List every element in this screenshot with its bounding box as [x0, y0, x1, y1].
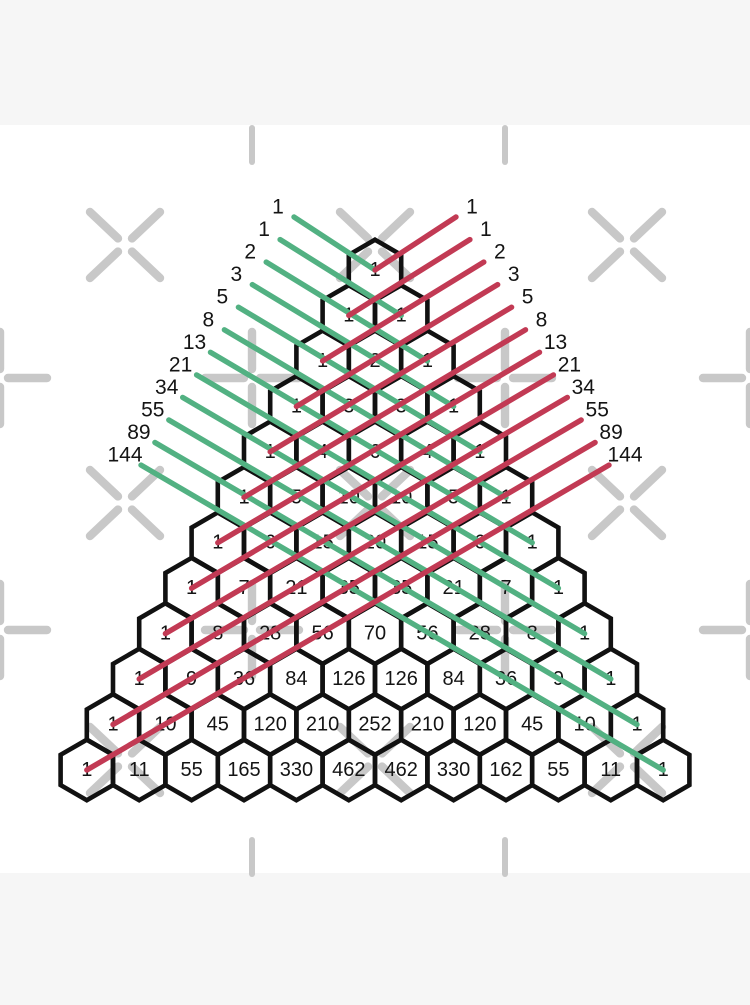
red-diagonal-line	[319, 259, 487, 364]
watermark-x-icon	[335, 762, 373, 798]
fibonacci-label-right: 55	[586, 399, 609, 422]
fibonacci-label-right: 13	[544, 331, 567, 354]
watermark-x-icon	[629, 505, 667, 541]
watermark-x-icon	[377, 762, 415, 798]
cell-value: 462	[332, 759, 365, 781]
green-diagonal-line	[221, 327, 509, 500]
fibonacci-label-left: 1	[272, 196, 284, 219]
cell-value: 55	[547, 759, 569, 781]
watermark-x-icon	[629, 722, 667, 758]
fibonacci-label-right: 1	[466, 196, 478, 219]
cell-value: 70	[364, 623, 386, 645]
cell-value: 162	[489, 759, 522, 781]
red-diagonal-line	[162, 394, 570, 637]
red-diagonal-line	[188, 372, 557, 591]
watermark-x-icon	[127, 247, 165, 283]
cell-value: 84	[285, 668, 307, 690]
fibonacci-label-left: 3	[230, 263, 242, 286]
cell-value: 210	[411, 714, 444, 736]
watermark-x-icon	[587, 762, 625, 798]
cell-value: 55	[180, 759, 202, 781]
watermark-x-icon	[587, 505, 625, 541]
watermark-x-icon	[85, 207, 123, 243]
watermark-x-icon	[629, 247, 667, 283]
red-diagonal-line	[215, 349, 543, 546]
watermark-x-icon	[335, 247, 373, 283]
green-diagonal-line	[291, 214, 378, 273]
fibonacci-label-left: 21	[169, 353, 192, 376]
cell-value: 45	[207, 714, 229, 736]
fibonacci-label-left: 1	[258, 218, 270, 241]
red-diagonal-line	[293, 281, 501, 410]
fibonacci-label-right: 34	[572, 376, 596, 399]
fibonacci-label-right: 89	[599, 421, 622, 444]
fibonacci-label-left: 5	[217, 286, 229, 309]
watermark-x-icon	[629, 465, 667, 501]
cell-value: 330	[280, 759, 313, 781]
red-diagonal-line	[346, 236, 473, 319]
cell-value: 210	[306, 714, 339, 736]
green-diagonal-line	[249, 281, 457, 410]
fibonacci-label-left: 13	[183, 331, 206, 354]
red-diagonal-line	[241, 327, 529, 500]
fibonacci-label-left: 8	[203, 308, 215, 331]
watermark-x-icon	[127, 207, 165, 243]
green-diagonal-line	[152, 439, 640, 728]
red-diagonal-line	[136, 417, 584, 682]
cell-value: 45	[521, 714, 543, 736]
fibonacci-label-left: 2	[244, 241, 256, 264]
cell-value: 120	[463, 714, 496, 736]
watermark-x-icon	[335, 465, 373, 501]
watermark-x-icon	[629, 207, 667, 243]
green-diagonal-line	[277, 236, 404, 319]
fibonacci-label-right: 2	[494, 241, 506, 264]
cell-value: 126	[385, 668, 418, 690]
fibonacci-label-right: 5	[522, 286, 534, 309]
cell-value: 252	[358, 714, 391, 736]
watermark-x-icon	[377, 465, 415, 501]
cell-value: 11	[600, 759, 621, 781]
watermark-x-icon	[587, 207, 625, 243]
fibonacci-label-right: 1	[480, 218, 492, 241]
cell-value: 126	[332, 668, 365, 690]
cell-value: 462	[385, 759, 418, 781]
watermark-x-icon	[85, 722, 123, 758]
fibonacci-label-right: 144	[607, 444, 642, 467]
fibonacci-label-left: 144	[107, 444, 142, 467]
green-diagonal-line	[138, 462, 666, 773]
watermark-x-icon	[127, 505, 165, 541]
watermark-x-icon	[85, 247, 123, 283]
cell-value: 165	[227, 759, 260, 781]
fibonacci-label-left: 34	[155, 376, 179, 399]
watermark-x-icon	[335, 207, 373, 243]
fibonacci-label-right: 8	[536, 308, 548, 331]
cell-value: 84	[442, 668, 464, 690]
fibonacci-label-right: 21	[558, 353, 581, 376]
watermark-x-icon	[587, 247, 625, 283]
green-diagonal-line	[235, 304, 483, 455]
red-diagonal-line	[267, 304, 515, 455]
cell-value: 330	[437, 759, 470, 781]
fibonacci-label-left: 55	[141, 399, 164, 422]
watermark-x-icon	[85, 505, 123, 541]
green-diagonal-line	[179, 394, 588, 637]
red-diagonal-line	[372, 214, 459, 273]
cell-value: 120	[254, 714, 287, 736]
red-diagonal-line	[84, 462, 612, 773]
fibonacci-label-right: 3	[508, 263, 520, 286]
watermark-x-icon	[85, 465, 123, 501]
green-diagonal-line	[166, 417, 614, 682]
watermark-x-icon	[377, 247, 415, 283]
cell-value: 11	[129, 759, 150, 781]
watermark-x-icon	[377, 207, 415, 243]
red-diagonal-line	[110, 439, 598, 728]
fibonacci-label-left: 89	[127, 421, 150, 444]
